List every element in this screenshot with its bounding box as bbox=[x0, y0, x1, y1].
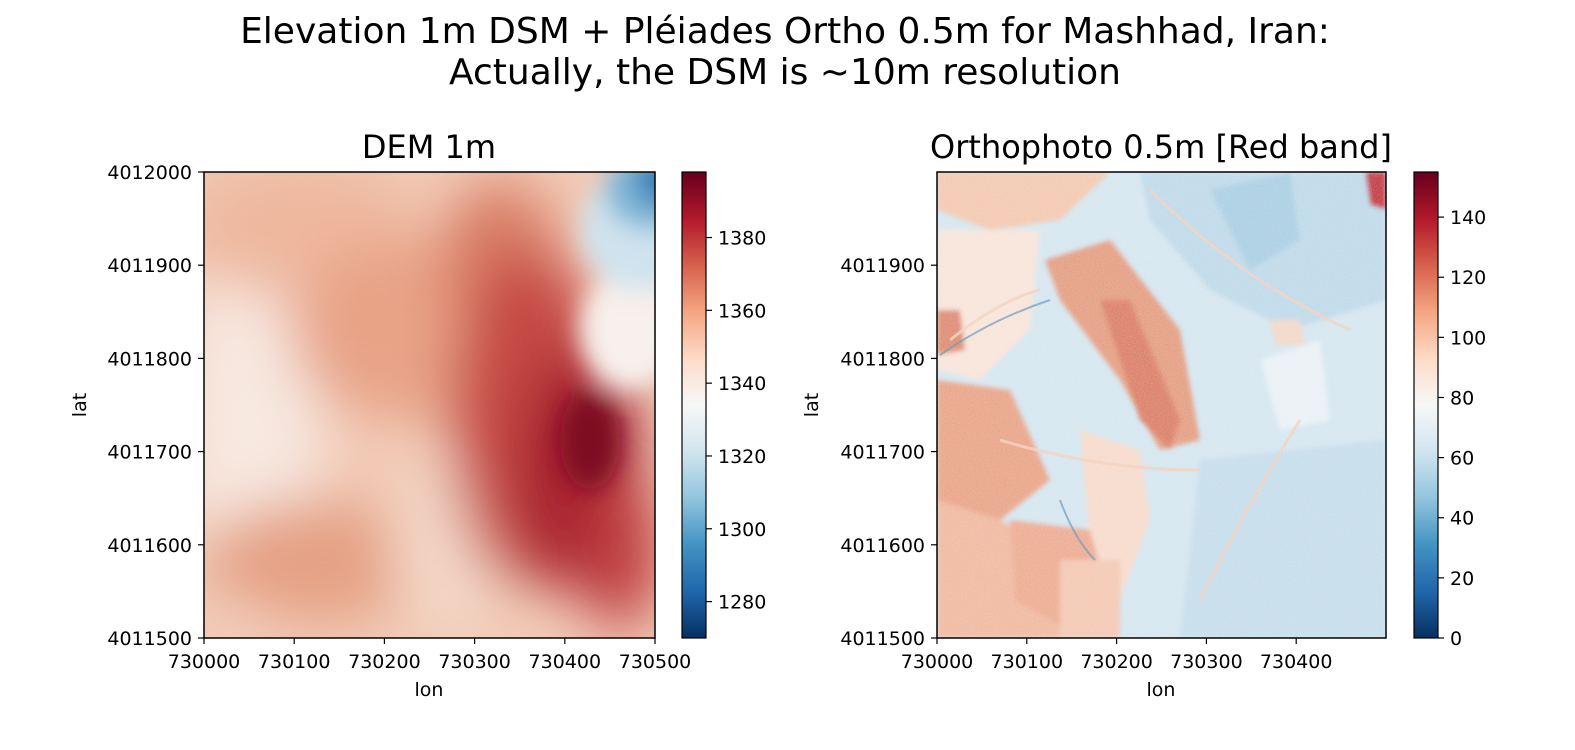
dem-y-tick-label: 4011700 bbox=[107, 442, 192, 464]
ortho-y-tick-label: 4011600 bbox=[840, 535, 925, 557]
dem-y-tick-label: 4011800 bbox=[107, 348, 192, 370]
ortho-panel: Orthophoto 0.5m [Red band] bbox=[801, 128, 1486, 701]
ortho-y-tick-label: 4011700 bbox=[840, 442, 925, 464]
ortho-plot-frame bbox=[936, 171, 1387, 639]
ortho-colorbar-axis: 0 20 40 60 80 100 120 140 bbox=[1438, 207, 1486, 650]
ortho-x-tick-label: 730200 bbox=[1080, 651, 1153, 673]
ortho-colorbar bbox=[1414, 172, 1438, 638]
ortho-y-tick-label: 4011800 bbox=[840, 348, 925, 370]
dem-colorbar-tick-label: 1280 bbox=[718, 592, 766, 614]
ortho-colorbar-tick-label: 100 bbox=[1450, 327, 1486, 349]
dem-x-tick-label: 730300 bbox=[438, 651, 511, 673]
dem-y-tick-label: 4011600 bbox=[107, 535, 192, 557]
dem-colorbar-tick-label: 1340 bbox=[718, 373, 766, 395]
dem-y-tick-label: 4012000 bbox=[107, 162, 192, 184]
dem-x-tick-label: 730400 bbox=[529, 651, 602, 673]
dem-colorbar-tick-label: 1300 bbox=[718, 519, 766, 541]
ortho-x-tick-label: 730100 bbox=[991, 651, 1064, 673]
dem-x-tick-label: 730000 bbox=[168, 651, 241, 673]
dem-x-axis: 730000 730100 730200 730300 730400 730500 bbox=[168, 638, 692, 673]
ortho-colorbar-tick-label: 0 bbox=[1450, 628, 1462, 650]
figure-title-line-2: Actually, the DSM is ~10m resolution bbox=[449, 52, 1121, 93]
dem-x-axis-label: lon bbox=[415, 679, 444, 701]
ortho-y-tick-label: 4011500 bbox=[840, 628, 925, 650]
figure-title-line-1: Elevation 1m DSM + Pléiades Ortho 0.5m f… bbox=[240, 11, 1330, 52]
dem-colorbar-tick-label: 1360 bbox=[718, 300, 766, 322]
ortho-x-axis-label: lon bbox=[1147, 679, 1176, 701]
ortho-colorbar-tick-label: 140 bbox=[1450, 207, 1486, 229]
ortho-y-tick-label: 4011900 bbox=[840, 255, 925, 277]
ortho-colorbar-frame bbox=[1413, 171, 1439, 639]
ortho-heatmap bbox=[937, 172, 1386, 638]
ortho-colorbar-tick-label: 20 bbox=[1450, 568, 1474, 590]
ortho-title: Orthophoto 0.5m [Red band] bbox=[930, 128, 1392, 166]
ortho-x-axis: 730000 730100 730200 730300 730400 bbox=[901, 638, 1333, 673]
dem-panel: DEM 1m 730000 73010 bbox=[69, 128, 766, 701]
ortho-y-axis: 4011500 4011600 4011700 4011800 4011900 bbox=[840, 255, 937, 650]
dem-x-tick-label: 730500 bbox=[619, 651, 692, 673]
dem-y-tick-label: 4011500 bbox=[107, 628, 192, 650]
dem-colorbar-frame bbox=[681, 171, 707, 639]
dem-colorbar-tick-label: 1320 bbox=[718, 446, 766, 468]
ortho-x-tick-label: 730400 bbox=[1260, 651, 1333, 673]
dem-y-tick-label: 4011900 bbox=[107, 255, 192, 277]
ortho-colorbar-tick-label: 40 bbox=[1450, 508, 1474, 530]
dem-colorbar bbox=[682, 172, 706, 638]
dem-colorbar-axis: 1280 1300 1320 1340 1360 1380 bbox=[706, 228, 766, 614]
dem-y-axis: 4011500 4011600 4011700 4011800 4011900 40120… bbox=[107, 162, 204, 650]
ortho-x-tick-label: 730000 bbox=[901, 651, 974, 673]
dem-title: DEM 1m bbox=[362, 128, 496, 166]
dem-y-axis-label: lat bbox=[69, 393, 91, 417]
dem-x-tick-label: 730200 bbox=[348, 651, 421, 673]
dem-x-tick-label: 730100 bbox=[258, 651, 331, 673]
ortho-x-tick-label: 730300 bbox=[1170, 651, 1243, 673]
dem-colorbar-tick-label: 1380 bbox=[718, 228, 766, 250]
dem-heatmap bbox=[204, 172, 655, 638]
dem-plot-frame bbox=[203, 171, 656, 639]
ortho-colorbar-tick-label: 60 bbox=[1450, 448, 1474, 470]
ortho-y-axis-label: lat bbox=[801, 393, 823, 417]
ortho-colorbar-tick-label: 120 bbox=[1450, 267, 1486, 289]
ortho-colorbar-tick-label: 80 bbox=[1450, 387, 1474, 409]
